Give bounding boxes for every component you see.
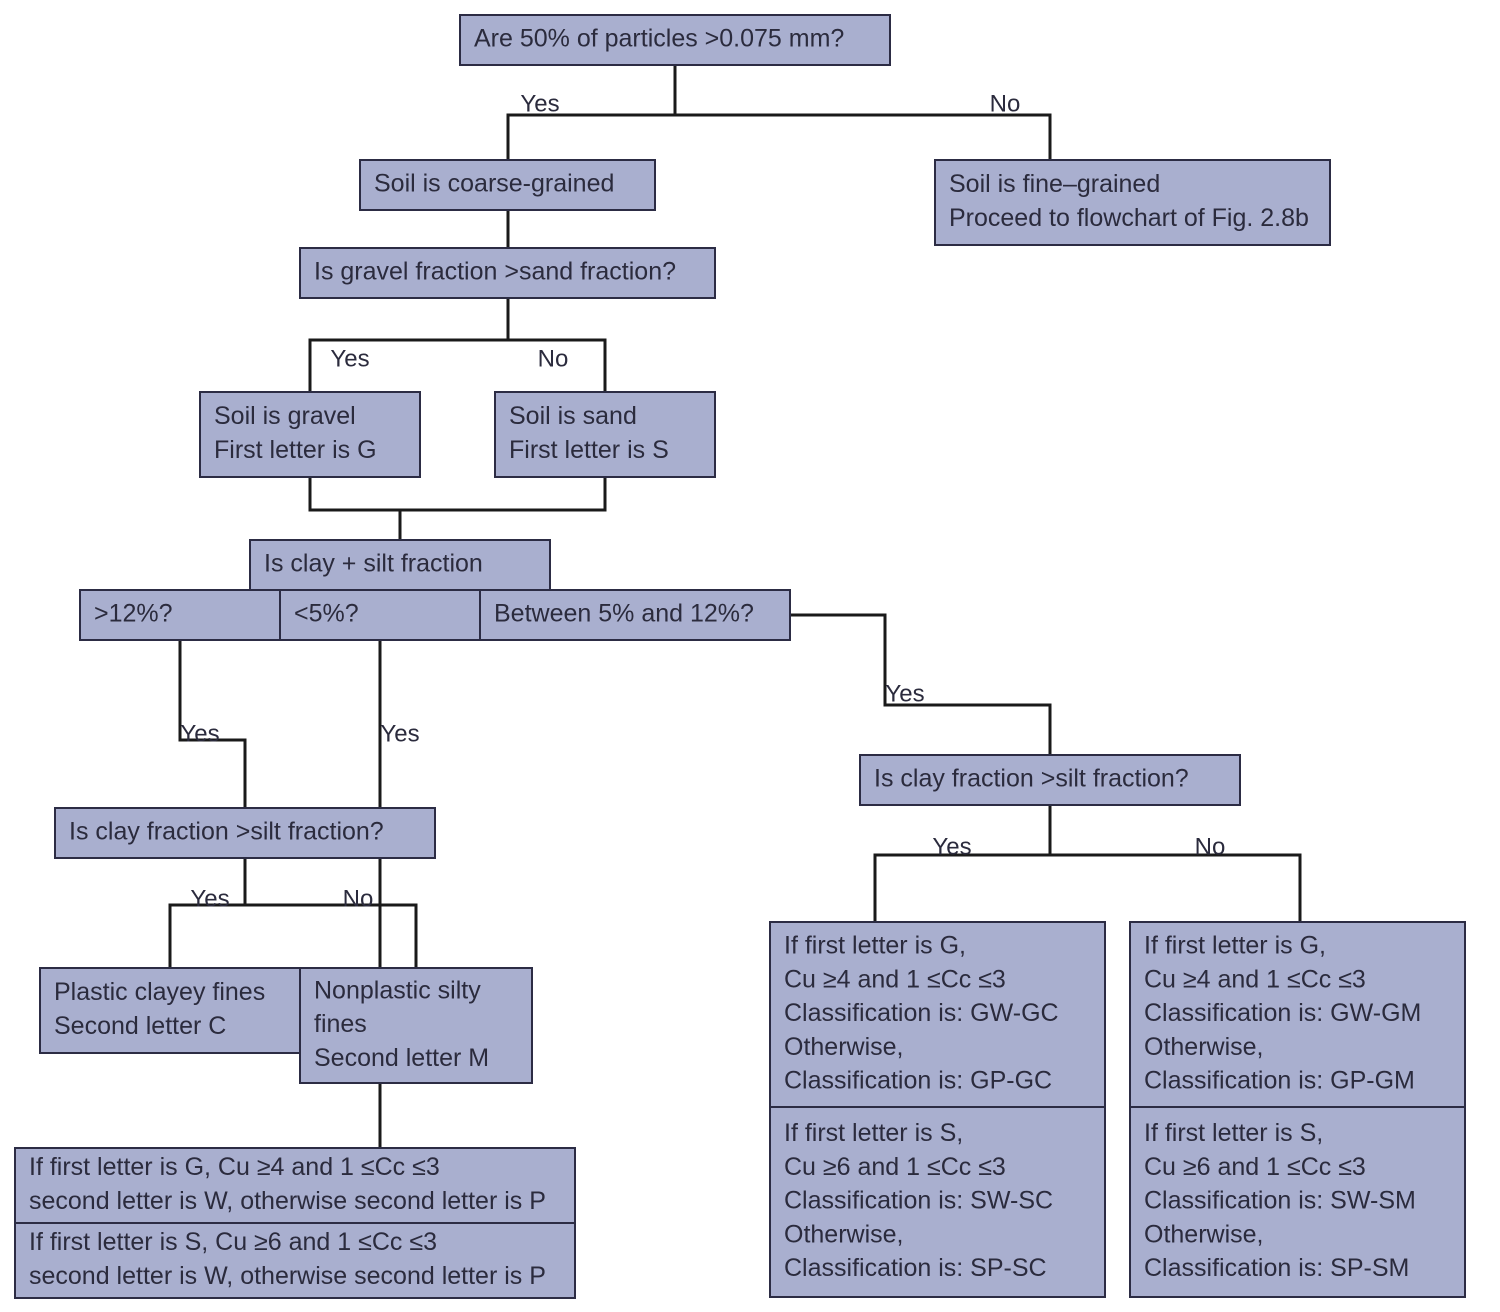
node-text: Is clay fraction >silt fraction?	[874, 765, 1189, 793]
flowchart-canvas: Yes No Yes No Yes Yes Yes Yes No Yes No Are 50% of …	[0, 0, 1500, 1312]
flow-node-plastic: Plastic clayey fines Second letter C	[40, 968, 300, 1053]
edge-label: Yes	[520, 90, 559, 117]
flow-node-q_root: Are 50% of particles >0.075 mm?	[460, 15, 890, 65]
node-text: Otherwise,	[1144, 1220, 1263, 1248]
node-text: Cu ≥4 and 1 ≤Cc ≤3	[1144, 965, 1366, 993]
node-text: First letter is S	[509, 436, 669, 464]
node-text: Otherwise,	[1144, 1033, 1263, 1061]
edge-label: Yes	[932, 833, 971, 860]
flow-node-rule_g: If first letter is G, Cu ≥4 and 1 ≤Cc ≤3…	[15, 1148, 575, 1223]
node-text: Soil is sand	[509, 402, 637, 430]
node-text: Proceed to flowchart of Fig. 2.8b	[949, 204, 1309, 232]
node-text: Soil is fine–grained	[949, 170, 1160, 198]
node-text: If first letter is S, Cu ≥6 and 1 ≤Cc ≤3	[29, 1228, 437, 1256]
flow-node-swsc: If first letter is S, Cu ≥6 and 1 ≤Cc ≤3…	[770, 1107, 1105, 1297]
node-text: Second letter M	[314, 1044, 489, 1072]
flow-node-q_clay_l: Is clay fraction >silt fraction?	[55, 808, 435, 858]
node-text: Is clay fraction >silt fraction?	[69, 818, 384, 846]
flow-node-gwgm: If first letter is G, Cu ≥4 and 1 ≤Cc ≤3…	[1130, 922, 1465, 1107]
flow-edge	[245, 858, 416, 968]
node-text: >12%?	[94, 600, 173, 628]
flow-node-fine: Soil is fine–grained Proceed to flowchart…	[935, 160, 1330, 245]
flow-edge	[875, 805, 1050, 922]
node-text: fines	[314, 1010, 367, 1038]
node-text: Classification is: GW-GC	[784, 999, 1059, 1027]
node-text: If first letter is G,	[784, 932, 966, 960]
node-text: Are 50% of particles >0.075 mm?	[474, 25, 844, 53]
flow-edge	[310, 477, 400, 540]
node-text: Classification is: SP-SM	[1144, 1254, 1409, 1282]
node-text: Soil is coarse-grained	[374, 170, 614, 198]
node-text: If first letter is G, Cu ≥4 and 1 ≤Cc ≤3	[29, 1153, 440, 1181]
flow-node-rule_s: If first letter is S, Cu ≥6 and 1 ≤Cc ≤3…	[15, 1223, 575, 1298]
node-text: Otherwise,	[784, 1033, 903, 1061]
edge-label: No	[990, 90, 1021, 117]
node-text: second letter is W, otherwise second let…	[29, 1187, 546, 1215]
edge-label: No	[1195, 833, 1226, 860]
node-text: Classification is: SP-SC	[784, 1254, 1047, 1282]
flow-edge	[170, 858, 245, 968]
node-text: First letter is G	[214, 436, 377, 464]
flow-node-gravel: Soil is gravel First letter is G	[200, 392, 420, 477]
flow-node-q_clay_r: Is clay fraction >silt fraction?	[860, 755, 1240, 805]
edge-label: Yes	[330, 345, 369, 372]
node-text: Nonplastic silty	[314, 976, 481, 1004]
node-text: If first letter is G,	[1144, 932, 1326, 960]
flow-node-sand: Soil is sand First letter is S	[495, 392, 715, 477]
edge-label: Yes	[190, 885, 229, 912]
node-text: Plastic clayey fines	[54, 978, 265, 1006]
node-text: Cu ≥6 and 1 ≤Cc ≤3	[1144, 1153, 1366, 1181]
flow-node-q_claysilt: Is clay + silt fraction	[250, 540, 550, 590]
edge-label: Yes	[380, 720, 419, 747]
node-text: If first letter is S,	[784, 1119, 963, 1147]
flow-node-gwgc: If first letter is G, Cu ≥4 and 1 ≤Cc ≤3…	[770, 922, 1105, 1107]
node-text: Otherwise,	[784, 1220, 903, 1248]
node-text: Soil is gravel	[214, 402, 356, 430]
node-text: Second letter C	[54, 1012, 226, 1040]
node-text: Cu ≥4 and 1 ≤Cc ≤3	[784, 965, 1006, 993]
flow-node-swsm: If first letter is S, Cu ≥6 and 1 ≤Cc ≤3…	[1130, 1107, 1465, 1297]
flow-node-opt_betw: Between 5% and 12%?	[480, 590, 790, 640]
edge-label: No	[343, 885, 374, 912]
edge-label: Yes	[180, 720, 219, 747]
node-text: Classification is: SW-SC	[784, 1187, 1053, 1215]
flow-edge	[1050, 805, 1300, 922]
node-text: Is gravel fraction >sand fraction?	[314, 258, 676, 286]
flow-edge	[400, 477, 605, 510]
flow-node-opt_gt12: >12%?	[80, 590, 280, 640]
edge-label: Yes	[885, 680, 924, 707]
flow-node-q_gravel: Is gravel fraction >sand fraction?	[300, 248, 715, 298]
edge-label: No	[538, 345, 569, 372]
node-text: Classification is: SW-SM	[1144, 1187, 1416, 1215]
flow-node-opt_lt5: <5%?	[280, 590, 480, 640]
node-text: Cu ≥6 and 1 ≤Cc ≤3	[784, 1153, 1006, 1181]
node-text: Classification is: GP-GC	[784, 1067, 1052, 1095]
node-text: Classification is: GP-GM	[1144, 1067, 1415, 1095]
flow-node-coarse: Soil is coarse-grained	[360, 160, 655, 210]
node-text: <5%?	[294, 600, 359, 628]
node-text: Classification is: GW-GM	[1144, 999, 1421, 1027]
node-text: Between 5% and 12%?	[494, 600, 754, 628]
flow-node-nonplastic: Nonplastic silty fines Second letter M	[300, 968, 532, 1083]
node-text: second letter is W, otherwise second let…	[29, 1262, 546, 1290]
node-text: Is clay + silt fraction	[264, 550, 483, 578]
node-text: If first letter is S,	[1144, 1119, 1323, 1147]
